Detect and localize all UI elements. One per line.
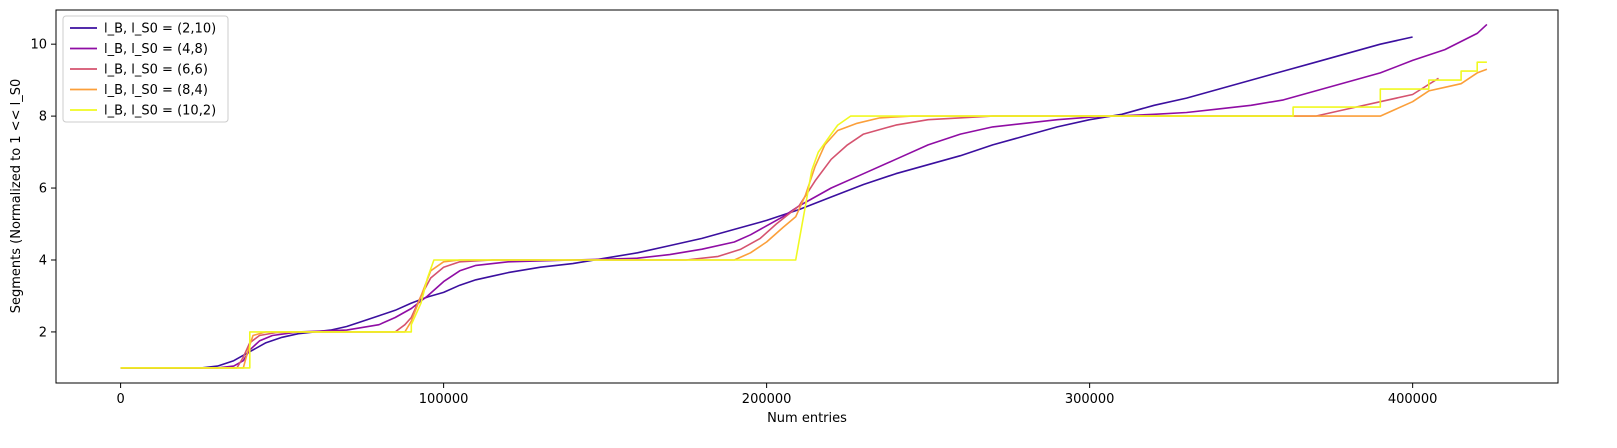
- legend-label: l_B, l_S0 = (10,2): [104, 104, 216, 119]
- plot-frame: [55, 9, 1559, 384]
- legend: l_B, l_S0 = (2,10) l_B, l_S0 = (4,8) l_B, …: [62, 15, 229, 123]
- x-axis: 0 100000 200000 300000 400000: [116, 383, 1437, 407]
- y-tick-label: 4: [39, 253, 47, 268]
- x-tick-label: 200000: [742, 392, 792, 407]
- x-axis-label: Num entries: [767, 411, 847, 426]
- y-tick-label: 6: [39, 182, 47, 197]
- legend-label: l_B, l_S0 = (6,6): [104, 63, 208, 78]
- legend-label: l_B, l_S0 = (2,10): [104, 22, 216, 37]
- y-axis: 2 4 6 8 10: [30, 38, 56, 340]
- y-tick-label: 2: [39, 325, 47, 340]
- y-axis-label: Segments (Normalized to 1 << l_S0: [9, 79, 24, 313]
- legend-label: l_B, l_S0 = (4,8): [104, 42, 208, 57]
- y-tick-label: 8: [39, 110, 47, 125]
- legend-box: [62, 15, 229, 123]
- series-line-2: [120, 23, 1488, 369]
- y-tick-label: 10: [30, 38, 47, 53]
- x-tick-label: 0: [116, 392, 124, 407]
- x-tick-label: 300000: [1065, 392, 1115, 407]
- series-line-5: [120, 61, 1487, 369]
- x-tick-label: 100000: [419, 392, 469, 407]
- x-tick-label: 400000: [1388, 392, 1438, 407]
- plot-lines: [120, 23, 1488, 369]
- legend-label: l_B, l_S0 = (8,4): [104, 83, 208, 98]
